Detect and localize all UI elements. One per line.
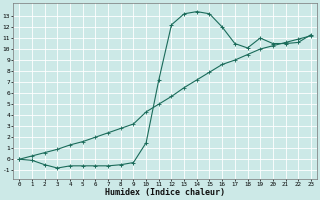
X-axis label: Humidex (Indice chaleur): Humidex (Indice chaleur) bbox=[105, 188, 225, 197]
